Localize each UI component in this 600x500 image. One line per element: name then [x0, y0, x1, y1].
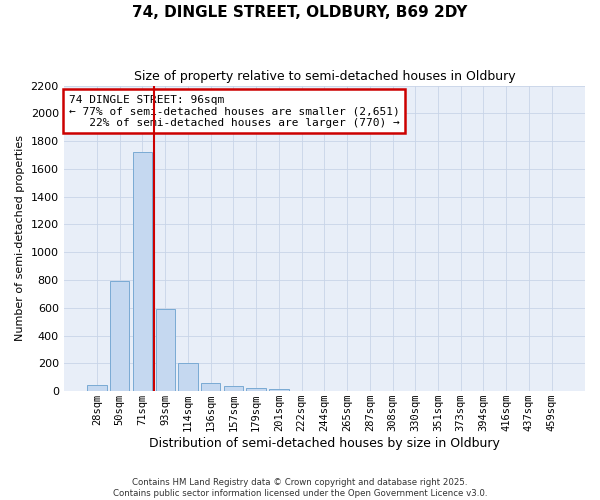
Bar — [155, 309, 175, 391]
Bar — [269, 389, 289, 391]
Bar — [247, 388, 266, 391]
Title: Size of property relative to semi-detached houses in Oldbury: Size of property relative to semi-detach… — [134, 70, 515, 83]
Y-axis label: Number of semi-detached properties: Number of semi-detached properties — [15, 136, 25, 342]
Bar — [178, 364, 197, 391]
Bar — [110, 280, 130, 391]
Bar — [88, 385, 107, 391]
Bar — [224, 386, 243, 391]
Bar — [133, 152, 152, 391]
Text: Contains HM Land Registry data © Crown copyright and database right 2025.
Contai: Contains HM Land Registry data © Crown c… — [113, 478, 487, 498]
Text: 74 DINGLE STREET: 96sqm
← 77% of semi-detached houses are smaller (2,651)
   22%: 74 DINGLE STREET: 96sqm ← 77% of semi-de… — [69, 94, 400, 128]
Bar — [201, 383, 220, 391]
Text: 74, DINGLE STREET, OLDBURY, B69 2DY: 74, DINGLE STREET, OLDBURY, B69 2DY — [133, 5, 467, 20]
X-axis label: Distribution of semi-detached houses by size in Oldbury: Distribution of semi-detached houses by … — [149, 437, 500, 450]
